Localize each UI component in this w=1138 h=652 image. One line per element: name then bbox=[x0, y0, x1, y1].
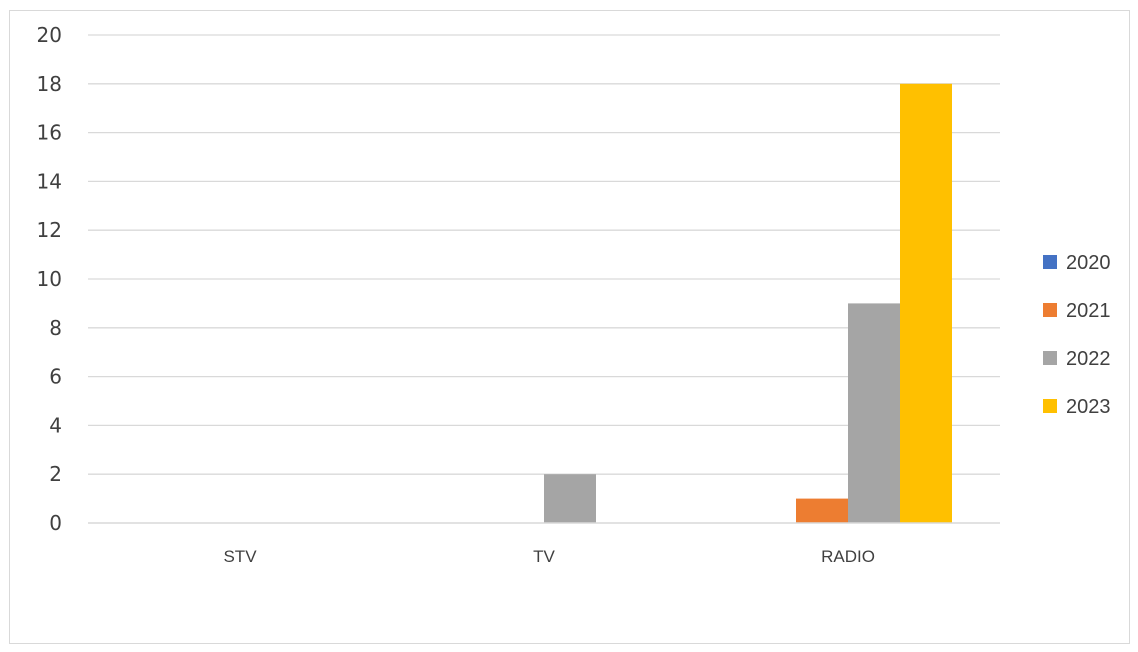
legend-label-2020: 2020 bbox=[1066, 252, 1111, 274]
x-tick-label: STV bbox=[223, 547, 257, 566]
y-tick-label: 18 bbox=[37, 72, 62, 96]
legend-label-2021: 2021 bbox=[1066, 300, 1111, 322]
y-tick-label: 16 bbox=[37, 121, 62, 145]
bar-tv-2022 bbox=[544, 474, 596, 523]
legend-swatch-2022 bbox=[1043, 351, 1057, 365]
legend: 2020 2021 2022 2023 bbox=[1043, 252, 1111, 418]
y-tick-label: 12 bbox=[37, 218, 62, 242]
legend-swatch-2023 bbox=[1043, 399, 1057, 413]
y-tick-label: 6 bbox=[49, 365, 62, 389]
legend-swatch-2020 bbox=[1043, 255, 1057, 269]
y-tick-label: 10 bbox=[37, 267, 62, 291]
legend-label-2023: 2023 bbox=[1066, 396, 1111, 418]
legend-label-2022: 2022 bbox=[1066, 348, 1111, 370]
y-tick-label: 4 bbox=[49, 413, 62, 437]
y-tick-label: 0 bbox=[49, 511, 62, 535]
bars bbox=[544, 83, 952, 524]
x-tick-label: TV bbox=[533, 547, 555, 566]
x-tick-label: RADIO bbox=[821, 547, 875, 566]
y-axis-ticks: 0 2 4 6 8 10 12 14 16 18 20 bbox=[37, 23, 62, 535]
y-tick-label: 2 bbox=[49, 462, 62, 486]
legend-swatch-2021 bbox=[1043, 303, 1057, 317]
y-tick-label: 14 bbox=[37, 169, 62, 193]
y-tick-label: 20 bbox=[37, 23, 62, 47]
x-axis-ticks: STV TV RADIO bbox=[223, 547, 874, 566]
y-tick-label: 8 bbox=[49, 316, 62, 340]
bar-radio-2023 bbox=[900, 83, 952, 524]
bar-radio-2022 bbox=[848, 303, 900, 523]
bar-radio-2021 bbox=[796, 498, 848, 523]
